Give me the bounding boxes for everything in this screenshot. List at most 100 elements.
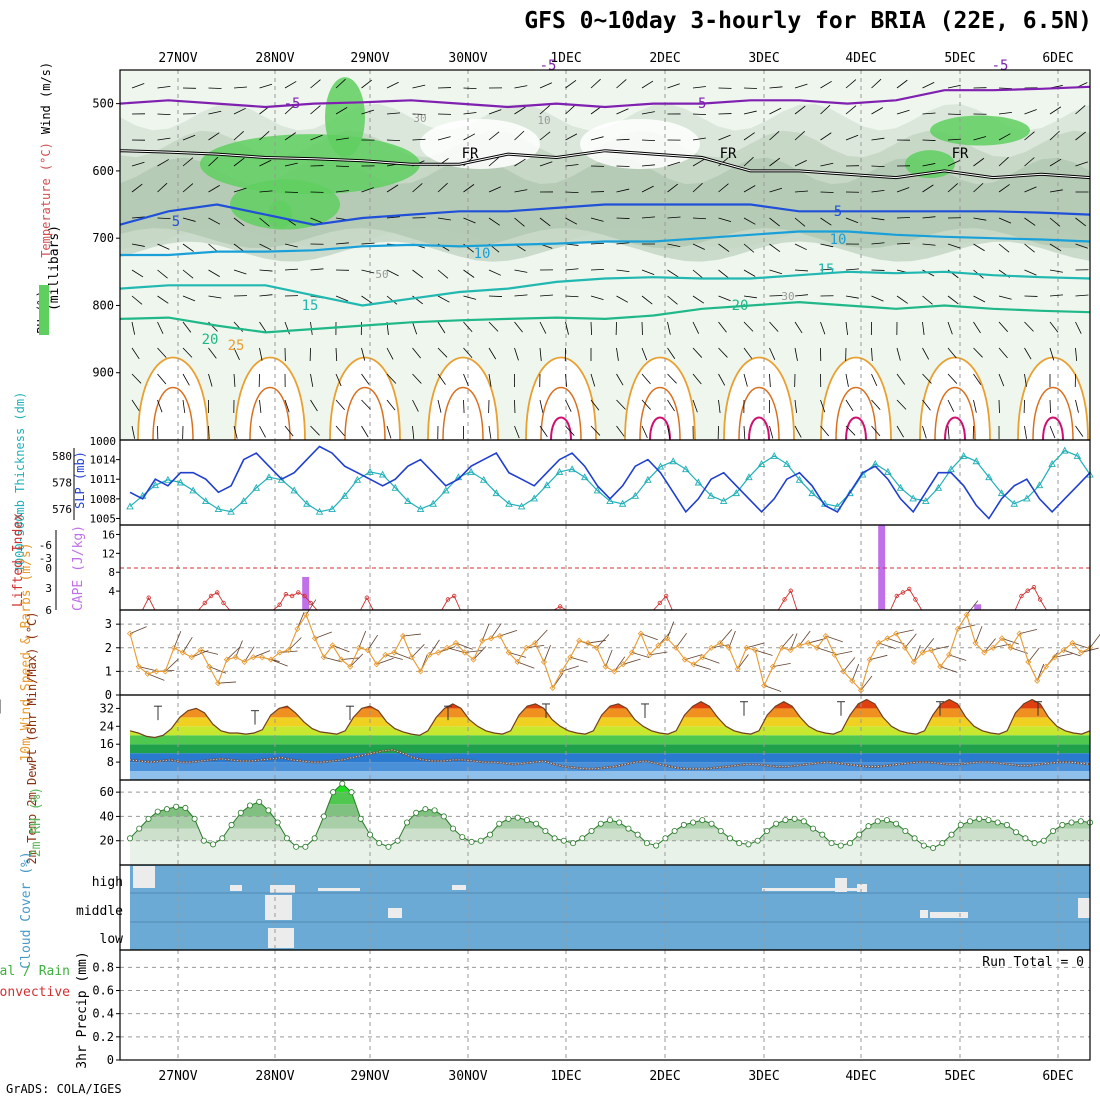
wind-barb (463, 112, 477, 115)
wind-barb (667, 83, 680, 89)
wind-barb (998, 295, 1012, 300)
rh-point (477, 837, 484, 844)
wind-barb (641, 347, 648, 361)
cloud-gap (762, 888, 862, 891)
lifted-index-point (1025, 588, 1030, 593)
wind-barb (743, 425, 746, 439)
thickness-point (505, 499, 513, 507)
wind-barb-10m (649, 651, 668, 656)
thickness-point (1048, 459, 1056, 467)
wind-barb (718, 134, 731, 141)
wind-barb-10m (684, 654, 703, 660)
wind-barb-10m (305, 599, 317, 615)
wind-barb (310, 373, 314, 387)
y-tick-label: 800 (92, 298, 114, 312)
rh-point (754, 837, 761, 844)
wind-barb (157, 295, 169, 304)
wind-speed-point (655, 642, 662, 649)
wind-barb (1049, 130, 1060, 141)
wind-barb-10m (763, 685, 782, 692)
wind-barb (157, 269, 168, 279)
wind-barb (182, 373, 190, 386)
y-tick-label-left: -3 (39, 552, 52, 565)
wind-barb (361, 347, 366, 361)
wind-speed-point (496, 632, 503, 640)
wind-barb (565, 217, 578, 225)
wind-barb (565, 268, 579, 271)
wind-barb (437, 347, 448, 358)
wind-barb (259, 159, 272, 167)
wind-barb (667, 321, 671, 335)
wind-barb (896, 347, 901, 361)
wind-barb (1024, 243, 1035, 253)
thickness-point (366, 467, 374, 475)
rh-point (1068, 819, 1075, 826)
wind-barb (361, 109, 375, 115)
rh-clear-region (580, 119, 700, 169)
wind-barb (718, 321, 727, 333)
wind-barb (1024, 186, 1037, 193)
wind-barb (539, 217, 551, 227)
wind-barb (845, 79, 857, 89)
wind-barb (1049, 243, 1062, 252)
wind-barb (310, 425, 320, 436)
thickness-point (315, 507, 324, 515)
wind-barb-10m (790, 633, 798, 651)
wind-barb (845, 217, 859, 224)
wind-barb-10m (129, 626, 147, 634)
rh-point (311, 835, 318, 842)
cloud-gap (857, 884, 867, 892)
wind-barb-10m (411, 644, 425, 658)
wind-barb-10m (931, 645, 950, 651)
contour-label: 5 (834, 204, 842, 220)
thickness-point (479, 475, 488, 483)
wind-speed-point (690, 661, 697, 668)
wind-speed-point (990, 644, 997, 651)
lifted-index-point (277, 602, 282, 607)
thickness-point (884, 467, 892, 475)
wind-barb-10m (825, 635, 843, 643)
wind-barb (1024, 157, 1035, 167)
wind-barb (1024, 373, 1027, 387)
contour-label: FR (952, 146, 969, 162)
date-label-top: 5DEC (944, 51, 975, 66)
wind-barb (284, 268, 298, 271)
wind-barb (769, 130, 780, 141)
wind-barb (922, 163, 936, 167)
wind-barb (973, 399, 977, 413)
wind-barb (820, 425, 830, 437)
rh-point (173, 803, 180, 810)
thickness-point (719, 497, 728, 505)
rh-point (514, 814, 521, 821)
rh-point (893, 820, 900, 827)
lifted-index-point (1031, 585, 1037, 590)
wind-speed-point (1016, 630, 1023, 637)
contour-label: -5 (992, 58, 1009, 74)
temp-band (130, 726, 1090, 736)
wind-barb (284, 162, 298, 167)
wind-barb (233, 243, 245, 253)
temp-contour-25 (427, 356, 499, 441)
thickness-point (1060, 446, 1069, 454)
rh-point (523, 817, 530, 824)
wind-barb-10m (860, 675, 873, 691)
wind-barb (845, 425, 856, 436)
wind-speed-point (620, 661, 627, 668)
wind-barb (998, 373, 1005, 387)
wind-barb (947, 321, 953, 335)
wind-barb (616, 269, 630, 273)
wind-barb (667, 243, 681, 247)
thickness-point (227, 507, 235, 515)
rh-point (856, 831, 863, 838)
wind-barb (412, 425, 415, 439)
temp-contour-30 (934, 386, 976, 441)
thickness-point (378, 470, 387, 478)
wind-barb (284, 132, 296, 141)
wind-barb (565, 104, 576, 115)
wind-barb (514, 217, 525, 227)
thickness-point (442, 486, 450, 494)
wind-barb (820, 243, 834, 248)
wind-speed-point (778, 644, 785, 651)
thickness-point (745, 473, 753, 481)
lifted-index-point (907, 586, 912, 592)
